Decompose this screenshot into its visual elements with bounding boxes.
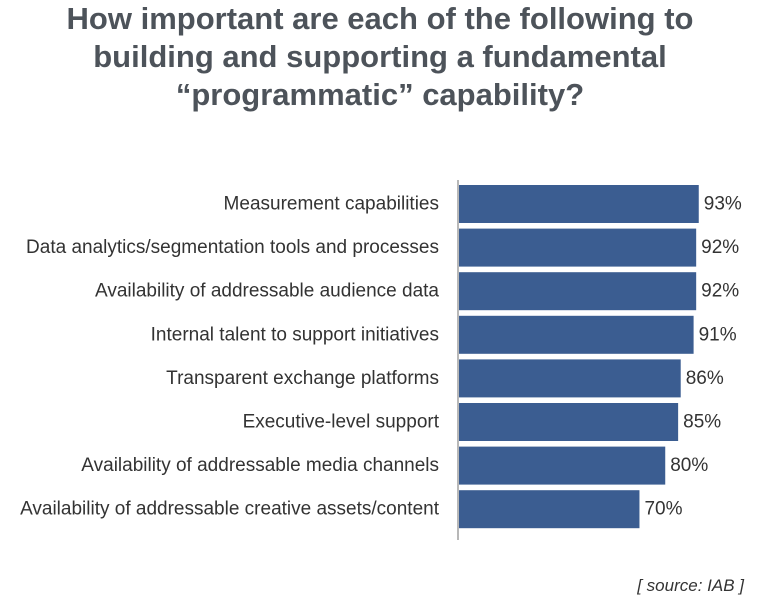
value-label: 91% [699,324,737,345]
bar [459,315,694,354]
value-label: 80% [670,455,708,476]
value-label: 70% [644,499,682,520]
value-label: 92% [701,281,739,302]
category-label: Internal talent to support initiatives [151,324,439,345]
bar [459,185,699,223]
chart-title: How important are each of the following … [30,0,730,114]
bar [459,403,679,441]
category-label: Data analytics/segmentation tools and pr… [26,237,439,258]
category-label: Transparent exchange platforms [166,368,439,389]
category-label: Executive-level support [243,412,440,433]
category-label: Availability of addressable media channe… [81,455,439,476]
chart-title-line-2: building and supporting a fundamental [93,39,667,74]
bar [459,272,697,311]
category-label: Availability of addressable creative ass… [20,499,440,520]
bar [459,446,666,485]
category-label: Availability of addressable audience dat… [95,281,439,302]
chart-title-line-1: How important are each of the following … [66,1,694,36]
bar [459,228,697,267]
value-label: 93% [704,194,742,215]
value-label: 86% [686,368,724,389]
bar [459,490,640,529]
category-label: Measurement capabilities [224,194,439,215]
source-note: [ source: IAB ] [637,576,744,595]
chart-title-line-3: “programmatic” capability? [175,77,585,112]
value-label: 92% [701,237,739,258]
value-label: 85% [683,412,721,433]
bar [459,359,681,398]
